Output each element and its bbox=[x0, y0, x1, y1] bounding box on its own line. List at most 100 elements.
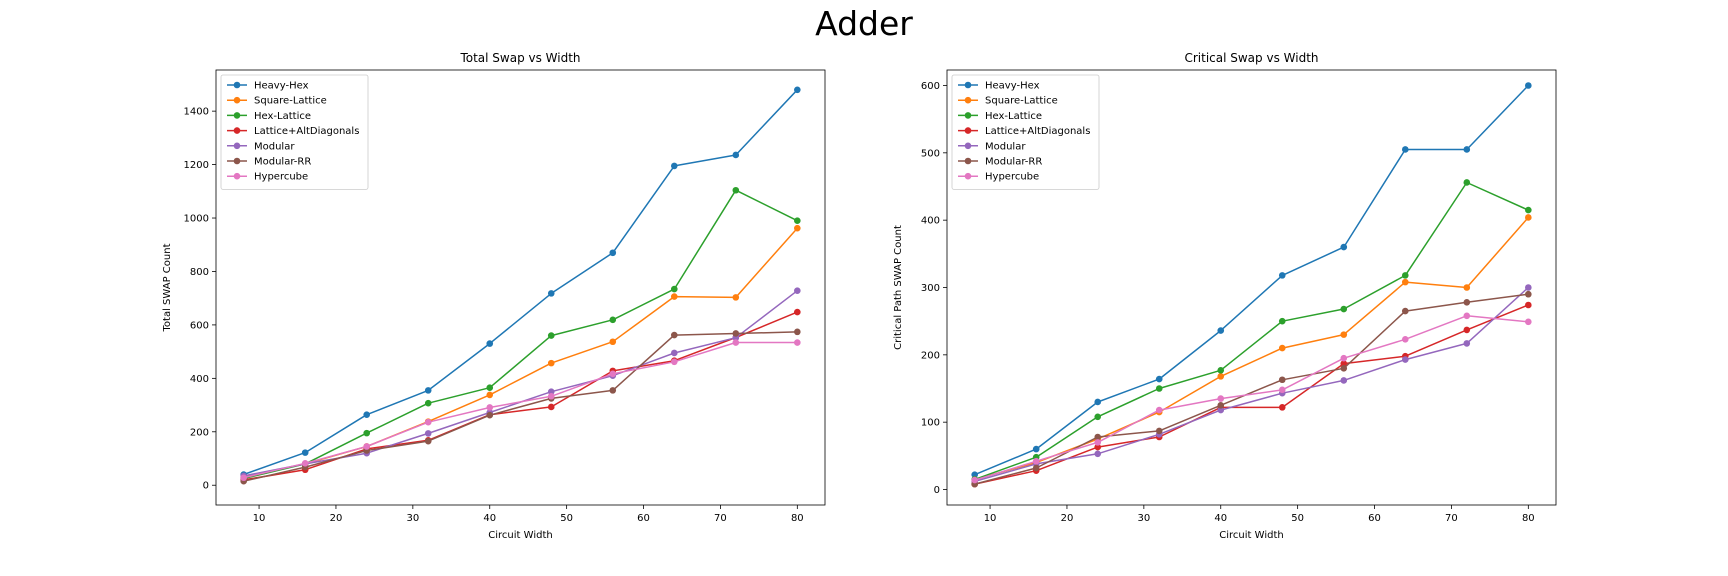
data-point bbox=[363, 443, 371, 450]
x-tick-label: 10 bbox=[984, 513, 997, 524]
series-modular-rr bbox=[240, 328, 801, 485]
data-point bbox=[1463, 299, 1471, 306]
data-point bbox=[1094, 398, 1102, 406]
data-point bbox=[971, 476, 978, 484]
data-point bbox=[1525, 284, 1532, 291]
data-point bbox=[609, 387, 617, 394]
series-line bbox=[974, 181, 1529, 481]
data-point bbox=[1032, 445, 1040, 453]
data-point bbox=[794, 217, 801, 225]
legend-item: Heavy-Hex bbox=[958, 81, 1040, 92]
data-point bbox=[794, 308, 801, 316]
data-point bbox=[1278, 272, 1286, 279]
data-point bbox=[1155, 427, 1163, 435]
legend-label: Modular-RR bbox=[254, 157, 311, 168]
legend-box bbox=[951, 74, 1100, 190]
legend-item: Lattice+AltDiagonals bbox=[227, 126, 359, 137]
data-point bbox=[1094, 413, 1102, 421]
data-point bbox=[424, 387, 432, 394]
x-tick-label: 50 bbox=[560, 513, 573, 524]
legend-item: Lattice+AltDiagonals bbox=[958, 126, 1090, 137]
y-tick-label: 1200 bbox=[184, 160, 209, 171]
data-point bbox=[1340, 360, 1348, 367]
legend-label: Hex-Lattice bbox=[985, 111, 1042, 122]
data-point bbox=[1278, 317, 1286, 325]
series-line bbox=[974, 286, 1529, 483]
legend-label: Hypercube bbox=[254, 172, 308, 183]
data-point bbox=[424, 437, 432, 445]
legend-marker bbox=[964, 172, 972, 180]
data-point bbox=[1401, 356, 1409, 363]
data-point bbox=[1217, 373, 1225, 380]
axes-frame bbox=[215, 69, 826, 506]
x-tick-label: 70 bbox=[714, 513, 727, 524]
data-point bbox=[1278, 386, 1286, 394]
x-axis-label: Circuit Width bbox=[488, 530, 552, 541]
data-point bbox=[1278, 344, 1286, 352]
legend-item: Modular bbox=[227, 141, 295, 152]
data-point bbox=[609, 370, 617, 378]
data-point bbox=[424, 430, 432, 437]
data-point bbox=[547, 388, 555, 396]
legend-marker bbox=[233, 142, 241, 150]
legend-marker bbox=[233, 127, 241, 134]
data-point bbox=[1401, 336, 1409, 343]
data-point bbox=[1401, 307, 1409, 315]
series-hypercube bbox=[240, 339, 801, 482]
data-point bbox=[609, 338, 617, 346]
data-point bbox=[547, 332, 555, 339]
data-point bbox=[794, 339, 801, 346]
y-tick-label: 600 bbox=[921, 81, 940, 92]
data-point bbox=[1463, 340, 1471, 347]
data-point bbox=[1340, 365, 1348, 372]
legend-label: Modular bbox=[985, 141, 1026, 152]
legend-box bbox=[220, 74, 369, 190]
legend-label: Hex-Lattice bbox=[254, 111, 311, 122]
legend-label: Modular-RR bbox=[985, 157, 1042, 168]
data-point bbox=[1155, 385, 1163, 392]
data-point bbox=[486, 404, 494, 411]
data-point bbox=[794, 224, 801, 232]
series-square-lattice bbox=[240, 224, 801, 481]
data-point bbox=[1217, 395, 1225, 402]
data-point bbox=[1401, 146, 1409, 153]
series-line bbox=[243, 189, 798, 480]
legend-item: Modular bbox=[958, 141, 1026, 152]
data-point bbox=[1340, 243, 1348, 251]
x-tick-label: 10 bbox=[253, 513, 266, 524]
data-point bbox=[1217, 406, 1225, 414]
data-point bbox=[1217, 402, 1225, 409]
subplot-title: Total Swap vs Width bbox=[459, 51, 580, 65]
subplot-title: Critical Swap vs Width bbox=[1184, 51, 1318, 65]
data-point bbox=[732, 339, 740, 346]
y-tick-label: 200 bbox=[921, 350, 940, 361]
data-point bbox=[1340, 331, 1348, 338]
data-point bbox=[1463, 146, 1471, 153]
data-point bbox=[1525, 206, 1532, 214]
series-line bbox=[974, 217, 1529, 481]
subplot-2: Critical Swap vs Width 10 20 30 40 50 60 70 80 0 1… bbox=[893, 51, 1557, 541]
data-point bbox=[670, 293, 678, 300]
legend-marker bbox=[964, 81, 972, 89]
x-tick-label: 80 bbox=[1522, 513, 1535, 524]
x-tick-label: 80 bbox=[791, 513, 804, 524]
data-point bbox=[301, 449, 309, 456]
data-point bbox=[1525, 301, 1532, 309]
series-heavy-hex bbox=[971, 82, 1532, 478]
data-point bbox=[1155, 375, 1163, 383]
data-point bbox=[1463, 284, 1471, 291]
legend-label: Square-Lattice bbox=[985, 96, 1058, 107]
data-point bbox=[1032, 457, 1040, 465]
data-point bbox=[486, 391, 494, 399]
data-point bbox=[609, 316, 617, 324]
data-point bbox=[1340, 377, 1348, 384]
data-point bbox=[547, 392, 555, 400]
data-point bbox=[301, 460, 309, 467]
data-point bbox=[1401, 272, 1409, 279]
y-tick-label: 300 bbox=[921, 283, 940, 294]
legend-label: Modular bbox=[254, 141, 295, 152]
legend-item: Hypercube bbox=[227, 172, 308, 183]
y-tick-label: 200 bbox=[190, 427, 209, 438]
data-point bbox=[670, 331, 678, 339]
